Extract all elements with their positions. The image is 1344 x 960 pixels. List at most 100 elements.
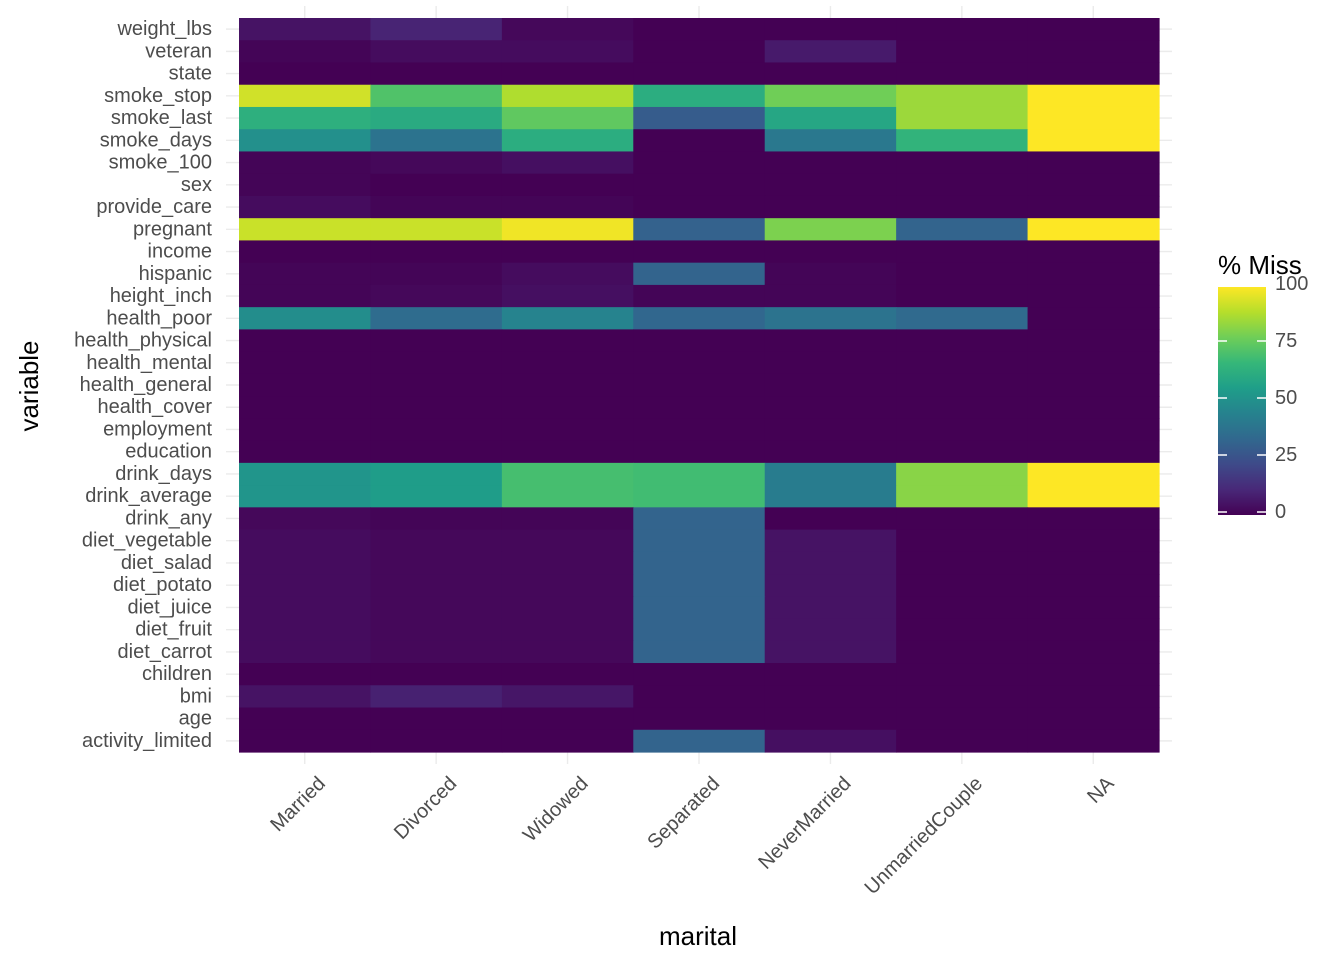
cell-smoke-100-divorced [370, 151, 503, 175]
cell-health-general-unmarriedcouple [896, 373, 1029, 397]
cell-income-married [239, 240, 372, 264]
y-tick-health-cover: health_cover [97, 396, 212, 418]
cell-provide-care-married [239, 195, 372, 219]
cell-drink-average-unmarriedcouple [896, 485, 1029, 508]
cell-smoke-100-unmarriedcouple [896, 151, 1029, 175]
cell-height-inch-unmarriedcouple [896, 284, 1029, 308]
cell-pregnant-separated [633, 218, 766, 242]
cell-diet-carrot-unmarriedcouple [896, 640, 1029, 664]
cell-activity-limited-married [239, 729, 372, 753]
cell-smoke-days-na [1027, 129, 1160, 153]
cell-veteran-na [1027, 40, 1160, 64]
cell-sex-unmarriedcouple [896, 173, 1029, 197]
cell-weight-lbs-na [1027, 18, 1160, 41]
cell-health-mental-married [239, 351, 372, 375]
cell-weight-lbs-married [239, 18, 372, 41]
cell-diet-carrot-nevermarried [764, 640, 897, 664]
cell-income-na [1027, 240, 1160, 264]
cell-health-poor-unmarriedcouple [896, 307, 1029, 330]
x-tick-unmarriedcouple: UnmarriedCouple [861, 773, 987, 899]
cell-height-inch-divorced [370, 284, 503, 308]
y-tick-bmi: bmi [180, 685, 212, 707]
cell-drink-any-divorced [370, 507, 503, 531]
cell-diet-fruit-na [1027, 618, 1160, 642]
cell-health-mental-widowed [501, 351, 634, 375]
cell-diet-vegetable-unmarriedcouple [896, 529, 1029, 553]
legend-tick-label-75: 75 [1275, 330, 1297, 352]
cell-health-mental-na [1027, 351, 1160, 375]
cell-health-poor-nevermarried [764, 307, 897, 330]
heatmap-cells [239, 18, 1160, 753]
cell-hispanic-widowed [501, 262, 634, 286]
cell-smoke-100-widowed [501, 151, 634, 175]
legend-colorbar [1218, 287, 1266, 515]
cell-height-inch-widowed [501, 284, 634, 308]
cell-drink-average-nevermarried [764, 485, 897, 508]
y-tick-labels: weight_lbsveteranstatesmoke_stopsmoke_la… [74, 18, 212, 752]
x-tick-married: Married [266, 773, 329, 836]
y-tick-smoke-days: smoke_days [100, 129, 212, 151]
cell-diet-fruit-separated [633, 618, 766, 642]
cell-smoke-last-nevermarried [764, 106, 897, 130]
cell-age-na [1027, 707, 1160, 731]
cell-health-general-married [239, 373, 372, 397]
cell-bmi-divorced [370, 685, 503, 709]
y-tick-state: state [169, 63, 212, 85]
y-tick-sex: sex [181, 174, 212, 196]
cell-pregnant-divorced [370, 218, 503, 242]
cell-sex-separated [633, 173, 766, 197]
cell-smoke-stop-na [1027, 84, 1160, 108]
cell-drink-days-widowed [501, 462, 634, 486]
cell-age-married [239, 707, 372, 731]
cell-activity-limited-na [1027, 729, 1160, 753]
cell-bmi-separated [633, 685, 766, 709]
cell-sex-widowed [501, 173, 634, 197]
cell-smoke-days-divorced [370, 129, 503, 153]
cell-drink-average-married [239, 485, 372, 508]
cell-veteran-separated [633, 40, 766, 64]
cell-health-physical-unmarriedcouple [896, 329, 1029, 353]
cell-diet-carrot-widowed [501, 640, 634, 664]
cell-smoke-last-widowed [501, 106, 634, 130]
cell-smoke-days-unmarriedcouple [896, 129, 1029, 153]
cell-state-married [239, 62, 372, 86]
color-legend: % Miss 0 25 50 75 100 [1218, 250, 1308, 523]
cell-diet-fruit-unmarriedcouple [896, 618, 1029, 642]
y-tick-diet-potato: diet_potato [113, 574, 212, 596]
legend-tick-label-25: 25 [1275, 444, 1297, 466]
y-tick-smoke-100: smoke_100 [109, 152, 212, 174]
cell-drink-average-na [1027, 485, 1160, 508]
cell-hispanic-na [1027, 262, 1160, 286]
y-tick-children: children [142, 663, 212, 685]
cell-height-inch-nevermarried [764, 284, 897, 308]
cell-diet-juice-nevermarried [764, 596, 897, 620]
cell-pregnant-unmarriedcouple [896, 218, 1029, 242]
cell-diet-juice-married [239, 596, 372, 620]
cell-activity-limited-widowed [501, 729, 634, 753]
cell-diet-juice-na [1027, 596, 1160, 620]
legend-tick-label-50: 50 [1275, 387, 1297, 409]
cell-health-physical-married [239, 329, 372, 353]
cell-health-cover-divorced [370, 396, 503, 419]
cell-health-general-nevermarried [764, 373, 897, 397]
cell-weight-lbs-divorced [370, 18, 503, 41]
x-tick-labels: Married Divorced Widowed Separated NeverMarr… [266, 772, 1119, 899]
x-tick-nevermarried: NeverMarried [754, 773, 855, 874]
cell-sex-divorced [370, 173, 503, 197]
cell-drink-days-divorced [370, 462, 503, 486]
cell-diet-carrot-na [1027, 640, 1160, 664]
cell-health-poor-widowed [501, 307, 634, 330]
cell-veteran-divorced [370, 40, 503, 64]
y-tick-diet-vegetable: diet_vegetable [82, 530, 212, 552]
cell-weight-lbs-unmarriedcouple [896, 18, 1029, 41]
cell-provide-care-separated [633, 195, 766, 219]
cell-veteran-nevermarried [764, 40, 897, 64]
cell-smoke-last-married [239, 106, 372, 130]
cell-diet-potato-married [239, 574, 372, 597]
cell-children-widowed [501, 663, 634, 686]
cell-employment-unmarriedcouple [896, 418, 1029, 442]
cell-income-nevermarried [764, 240, 897, 264]
cell-health-cover-nevermarried [764, 396, 897, 419]
cell-provide-care-divorced [370, 195, 503, 219]
